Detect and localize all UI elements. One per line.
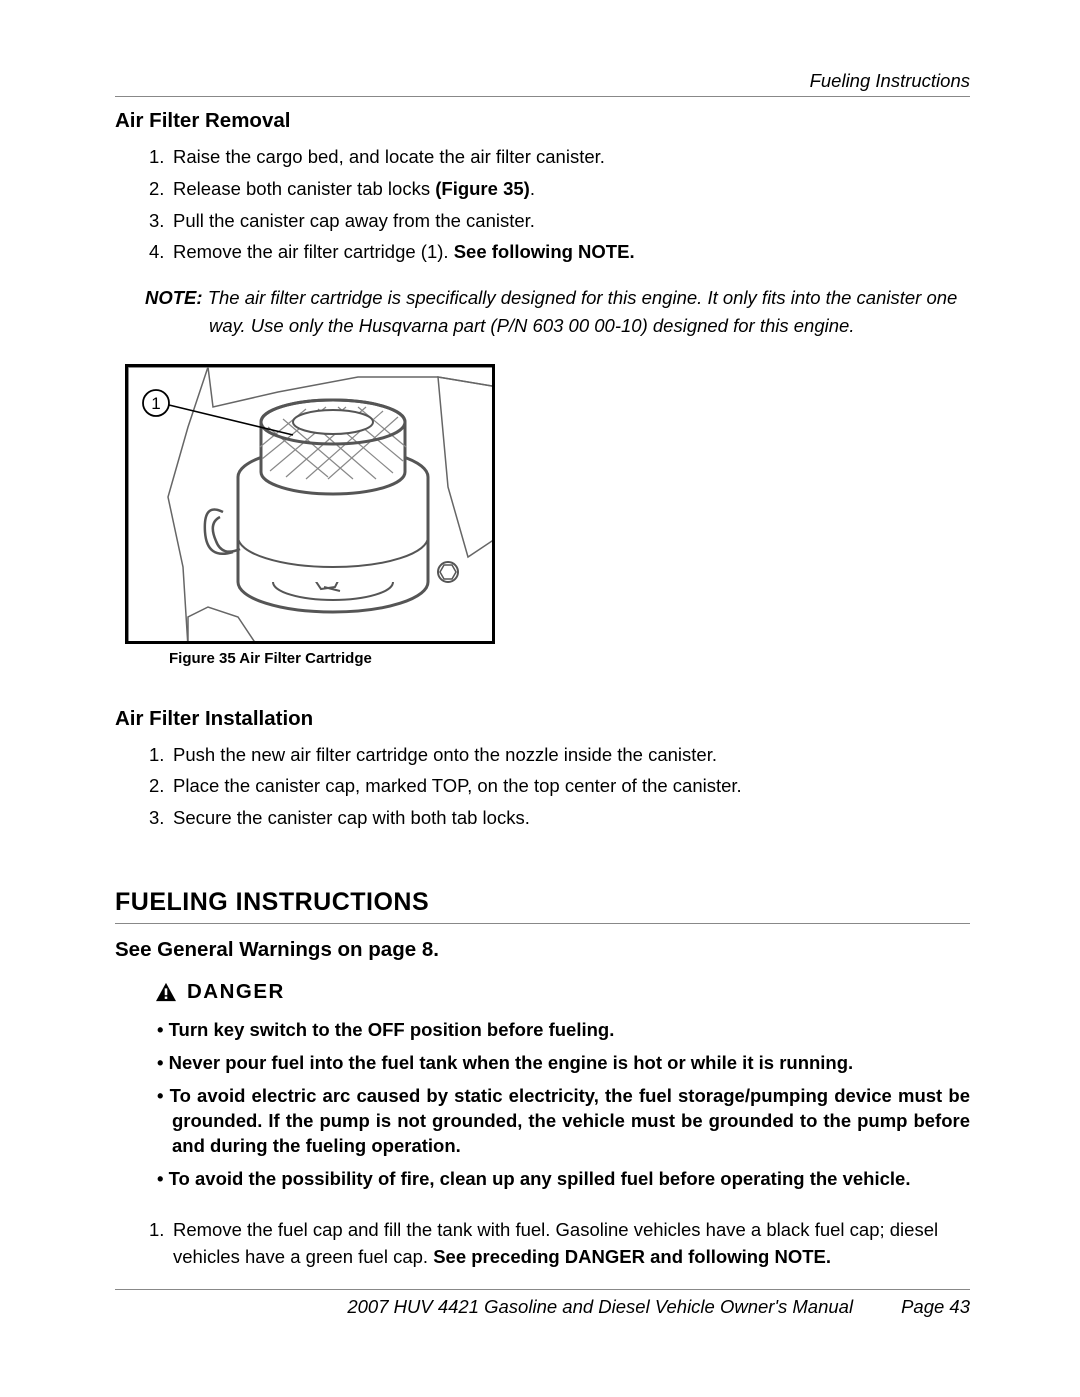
step-item: 3.Pull the canister cap away from the ca… xyxy=(149,207,970,235)
fueling-steps: 1.Remove the fuel cap and fill the tank … xyxy=(115,1216,970,1272)
section-heading-removal: Air Filter Removal xyxy=(115,109,970,133)
step-item: 4.Remove the air filter cartridge (1). S… xyxy=(149,238,970,266)
page-container: Fueling Instructions Air Filter Removal … xyxy=(0,0,1080,1368)
danger-heading: DANGER xyxy=(155,980,970,1004)
figure-caption: Figure 35 Air Filter Cartridge xyxy=(169,650,970,667)
general-warnings-ref: See General Warnings on page 8. xyxy=(115,938,970,962)
warning-triangle-icon xyxy=(155,982,177,1002)
danger-label: DANGER xyxy=(187,980,285,1004)
step-item: 1.Raise the cargo bed, and locate the ai… xyxy=(149,143,970,171)
step-item: 2.Release both canister tab locks (Figur… xyxy=(149,175,970,203)
step-item: 1.Remove the fuel cap and fill the tank … xyxy=(149,1216,970,1272)
note-block: NOTE: The air filter cartridge is specif… xyxy=(129,284,970,340)
note-label: NOTE: xyxy=(145,287,203,308)
bullet-item: Turn key switch to the OFF position befo… xyxy=(157,1018,970,1043)
section-heading-install: Air Filter Installation xyxy=(115,707,970,731)
figure-image: 1 xyxy=(125,364,495,644)
danger-bullets: Turn key switch to the OFF position befo… xyxy=(115,1018,970,1192)
page-footer: 2007 HUV 4421 Gasoline and Diesel Vehicl… xyxy=(115,1289,970,1318)
callout-1: 1 xyxy=(151,394,160,413)
section-heading-fueling: FUELING INSTRUCTIONS xyxy=(115,888,970,917)
removal-steps: 1.Raise the cargo bed, and locate the ai… xyxy=(115,143,970,266)
figure-35: 1 Figure 35 Air Filter Cartridge xyxy=(125,364,970,667)
step-item: 3.Secure the canister cap with both tab … xyxy=(149,804,970,832)
header-rule xyxy=(115,96,970,97)
air-filter-diagram: 1 xyxy=(128,367,495,644)
install-steps: 1.Push the new air filter cartridge onto… xyxy=(115,741,970,832)
bullet-item: To avoid electric arc caused by static e… xyxy=(157,1084,970,1159)
bullet-item: To avoid the possibility of fire, clean … xyxy=(157,1167,970,1192)
step-item: 1.Push the new air filter cartridge onto… xyxy=(149,741,970,769)
step-item: 2.Place the canister cap, marked TOP, on… xyxy=(149,772,970,800)
bullet-item: Never pour fuel into the fuel tank when … xyxy=(157,1051,970,1076)
footer-page-number: Page 43 xyxy=(901,1296,970,1318)
footer-doc-title: 2007 HUV 4421 Gasoline and Diesel Vehicl… xyxy=(347,1296,853,1318)
section-rule xyxy=(115,923,970,924)
running-header: Fueling Instructions xyxy=(115,70,970,92)
